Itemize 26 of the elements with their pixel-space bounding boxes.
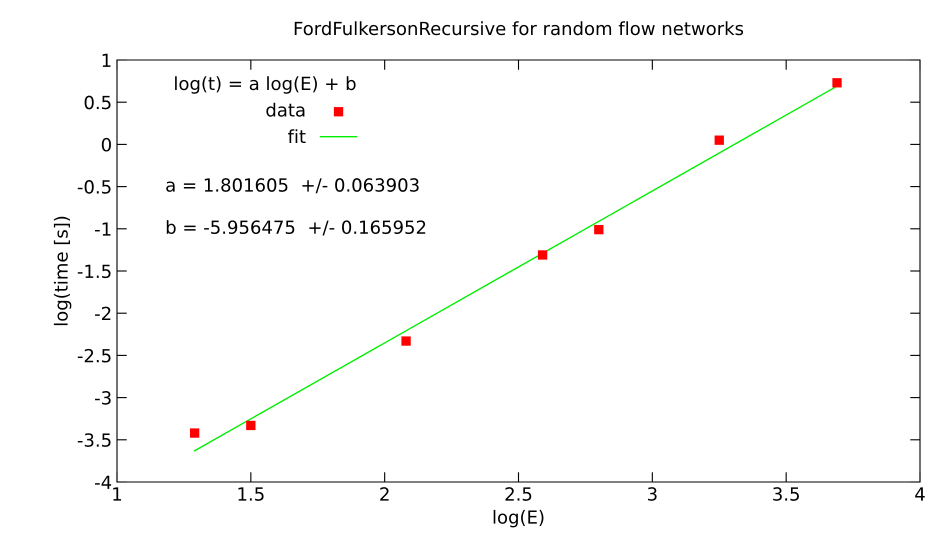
x-tick-label: 4 — [915, 487, 925, 501]
y-tick-label: -1.5 — [78, 264, 111, 278]
y-tick-label: -0.5 — [78, 180, 111, 194]
y-tick-label: 0.5 — [84, 96, 111, 110]
y-tick-label: -1 — [95, 222, 110, 236]
x-tick-label: 3.5 — [773, 487, 799, 501]
y-tick-label: 1 — [102, 54, 110, 67]
y-tick-label: 0 — [102, 138, 111, 152]
x-axis-title: log(E) — [494, 510, 544, 528]
x-tick-label: 2 — [380, 487, 389, 501]
x-tick-label: 3 — [648, 487, 657, 501]
legend-title: log(t) = a log(E) + b — [175, 76, 356, 94]
x-tick-label: 1.5 — [238, 487, 264, 501]
chart-title: FordFulkersonRecursive for random flow networks — [294, 21, 744, 36]
y-tick-label: -2.5 — [78, 348, 111, 363]
x-tick-label: 2.5 — [505, 487, 532, 501]
y-tick-label: -3.5 — [78, 433, 111, 447]
y-tick-label: -2 — [95, 306, 110, 320]
y-tick-label: -4 — [95, 476, 112, 489]
y-tick-label: -3 — [95, 391, 111, 405]
x-tick-label: 1 — [113, 487, 122, 501]
y-axis-title: log(time [s]) — [54, 216, 72, 326]
annotation: a = 1.801605 +/- 0.063903 — [166, 178, 419, 194]
annotation: b = -5.956475 +/- 0.165952 — [166, 220, 426, 236]
legend-label: fit — [288, 129, 306, 143]
legend-label: data — [266, 102, 304, 117]
